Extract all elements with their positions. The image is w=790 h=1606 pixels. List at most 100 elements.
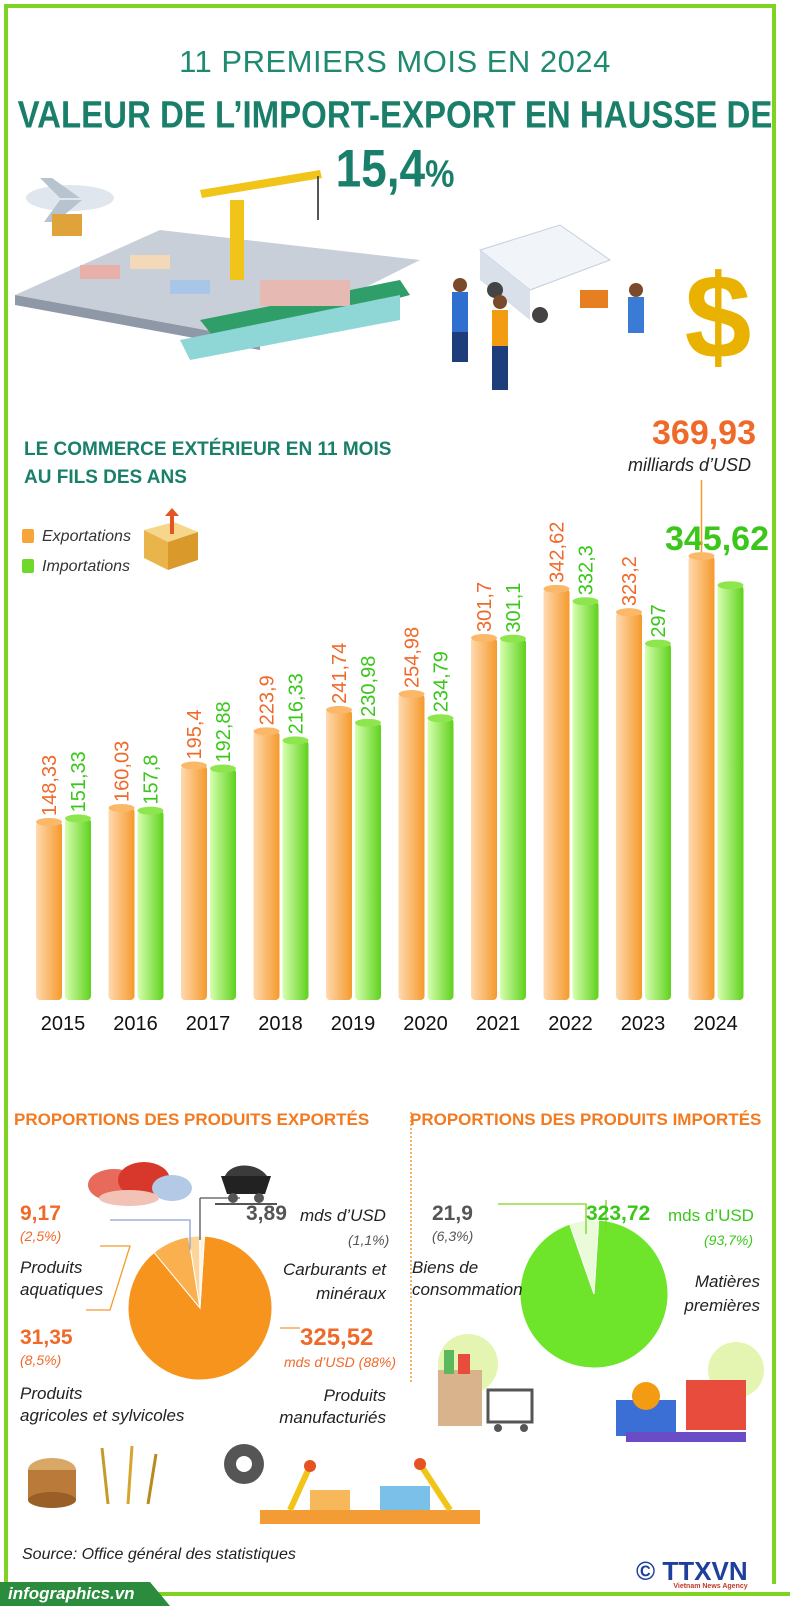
agency-name: TTXVN [662, 1556, 748, 1586]
port-icon [15, 230, 420, 360]
raw-unit: mds d’USD [668, 1206, 754, 1225]
bar-import-2020 [427, 718, 454, 1000]
bar-import-2024 [717, 585, 744, 1000]
page-frame [4, 4, 776, 1584]
legend-export: Exportations [22, 528, 131, 546]
bar-label-import-2020: 234,79 [431, 651, 453, 712]
manuf-label-2: manufacturiés [279, 1408, 386, 1427]
gear-icon [224, 1444, 264, 1484]
seafood-icon [88, 1162, 192, 1206]
section-divider [410, 1112, 412, 1382]
x-tick-2024: 2024 [693, 1013, 738, 1035]
manuf-unit: mds d’USD (88%) [284, 1354, 397, 1370]
agri-label-1: Produits [20, 1384, 83, 1403]
bar-export-2017 [181, 765, 207, 1000]
consumer-value: 21,9 [432, 1202, 473, 1225]
highlight-import-value: 345,62 [665, 520, 769, 558]
chart-title-line1: LE COMMERCE EXTÉRIEUR EN 11 MOIS [24, 439, 392, 460]
copyright-symbol: © [636, 1556, 656, 1586]
agency-subtitle: Vietnam News Agency [673, 1583, 748, 1590]
grocery-icon [438, 1334, 534, 1432]
bar-label-import-2016: 157,8 [141, 755, 163, 805]
exports-title: PROPORTIONS DES PRODUITS EXPORTÉS [14, 1110, 370, 1129]
chart-title: LE COMMERCE EXTÉRIEUR EN 11 MOIS AU FILS… [24, 436, 391, 492]
x-tick-2017: 2017 [186, 1013, 231, 1035]
raw-value: 323,72 [586, 1202, 651, 1225]
imports-leader-0 [498, 1203, 587, 1234]
x-tick-2019: 2019 [331, 1013, 376, 1035]
bar-import-2022 [572, 601, 599, 1000]
bar-export-2016 [108, 807, 135, 1000]
footer-line [0, 1592, 790, 1596]
bar-label-export-2023: 323,2 [619, 556, 641, 606]
bar-cap-import-2022 [572, 597, 599, 606]
bar-import-2019 [355, 722, 381, 1000]
bar-export-2024 [688, 556, 715, 1000]
bar-cap-import-2015 [65, 814, 91, 823]
bar-export-2021 [471, 637, 497, 1000]
airplane-icon [26, 178, 114, 236]
bar-label-import-2018: 216,33 [286, 673, 308, 734]
bar-cap-export-2020 [398, 690, 425, 699]
bar-import-2021 [500, 638, 526, 1000]
bar-chart: 148,33 151,33 2015 160,03 157,8 2016 195,4 192,… [36, 480, 744, 1035]
dollar-icon: $ [685, 250, 752, 384]
bar-import-2017 [210, 768, 236, 1000]
svg-text:$: $ [685, 250, 752, 384]
bar-label-import-2022: 332,3 [576, 545, 598, 595]
bar-cap-export-2019 [326, 705, 352, 714]
bar-label-import-2017: 192,88 [213, 701, 235, 762]
bar-label-import-2015: 151,33 [68, 751, 90, 812]
fuel-label-2: minéraux [316, 1284, 386, 1303]
chart-title-line2: AU FILS DES ANS [24, 467, 187, 488]
delivery-truck-icon [478, 224, 612, 323]
raw-label-2: premières [684, 1296, 760, 1315]
bar-cap-import-2018 [282, 736, 309, 745]
manuf-label-1: Produits [323, 1386, 386, 1405]
factory-robot-icon [260, 1458, 480, 1524]
x-tick-2022: 2022 [548, 1013, 593, 1035]
header-line1: 11 PREMIERS MOIS EN 2024 [179, 44, 611, 79]
fuel-unit: mds d’USD [300, 1206, 386, 1225]
bar-export-2019 [326, 709, 352, 1000]
agri-pct: (8,5%) [20, 1352, 62, 1368]
x-tick-2023: 2023 [621, 1013, 666, 1035]
crane-icon [200, 170, 322, 280]
bar-cap-export-2023 [616, 608, 642, 617]
exports-leader-1 [199, 1197, 240, 1240]
bar-export-2020 [398, 694, 425, 1000]
coal-cart-icon [215, 1165, 277, 1205]
site-link[interactable]: infographics.vn [0, 1582, 170, 1606]
bar-label-import-2019: 230,98 [358, 656, 380, 717]
fuel-value: 3,89 [246, 1202, 287, 1225]
header-line2: VALEUR DE L’IMPORT-EXPORT EN HAUSSE DE 1… [0, 93, 790, 199]
imports-title: PROPORTIONS DES PRODUITS IMPORTÉS [410, 1110, 762, 1129]
aquatic-label-2: aquatiques [20, 1280, 104, 1299]
agency-logo: © TTXVN Vietnam News Agency [636, 1556, 748, 1590]
header-line2-text: VALEUR DE L’IMPORT-EXPORT EN HAUSSE DE [17, 93, 773, 136]
x-tick-2018: 2018 [258, 1013, 303, 1035]
agri-label-2: agricoles et sylvicoles [20, 1406, 185, 1425]
legend-import-swatch [22, 559, 34, 573]
bar-cap-import-2020 [427, 714, 454, 723]
exports-pie-chart [86, 1197, 300, 1381]
bar-cap-import-2019 [355, 718, 381, 727]
bar-label-import-2023: 297 [648, 604, 670, 637]
x-tick-2021: 2021 [476, 1013, 521, 1035]
fuel-pct: (1,1%) [348, 1232, 390, 1248]
bar-export-2023 [616, 612, 642, 1000]
bar-label-export-2019: 241,74 [329, 643, 351, 704]
bar-cap-import-2017 [210, 764, 236, 773]
agri-value: 31,35 [20, 1326, 73, 1349]
bar-cap-import-2016 [137, 806, 164, 815]
consumer-pct: (6,3%) [432, 1228, 474, 1244]
bar-cap-export-2021 [471, 633, 497, 642]
bar-import-2015 [65, 818, 91, 1000]
imports-pie-chart [498, 1200, 669, 1369]
x-tick-2015: 2015 [41, 1013, 86, 1035]
legend-export-swatch [22, 529, 34, 543]
bar-label-export-2021: 301,7 [474, 582, 496, 632]
bar-cap-export-2024 [688, 552, 715, 561]
legend-import-label: Importations [42, 558, 131, 575]
bar-cap-export-2022 [543, 584, 570, 593]
